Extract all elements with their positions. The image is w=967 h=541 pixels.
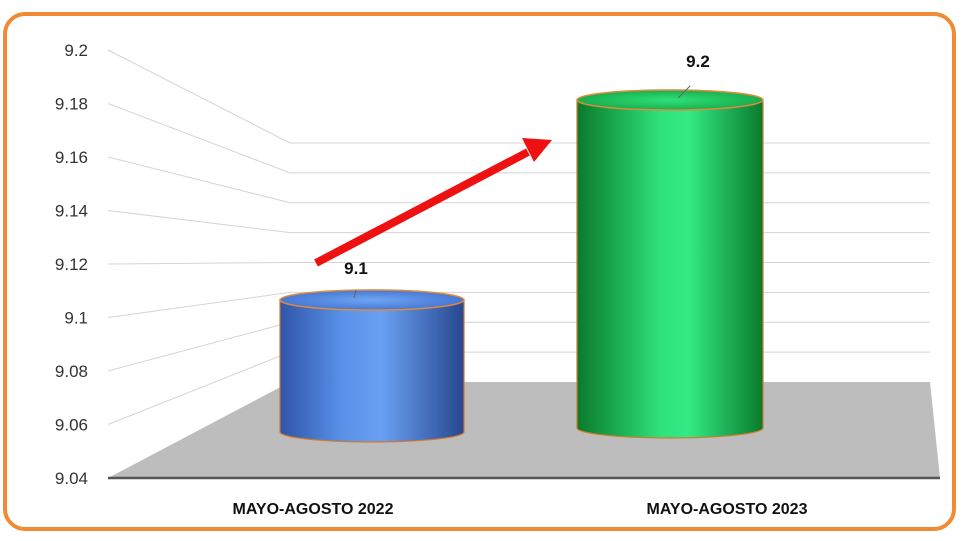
gridline [107, 49, 930, 144]
floor [108, 382, 940, 478]
bar-body [576, 99, 764, 439]
gridline [107, 156, 930, 204]
arrow-head [522, 138, 552, 162]
y-tick-label: 9.08 [55, 362, 88, 381]
gridlines [107, 49, 930, 425]
gridline [107, 321, 930, 372]
gridline [107, 210, 930, 234]
bar-2023 [576, 89, 764, 439]
y-axis: 9.04 9.06 9.08 9.1 9.12 9.14 9.16 9.18 9.2 [55, 41, 88, 488]
x-tick-label: MAYO-AGOSTO 2023 [647, 501, 808, 518]
header-strip [0, 0, 967, 12]
bar-body [279, 299, 465, 443]
bars [279, 89, 764, 443]
arrow-shaft [314, 148, 530, 267]
leader-line [353, 289, 357, 299]
x-axis: MAYO-AGOSTO 2022 MAYO-AGOSTO 2023 [233, 501, 808, 518]
y-tick-label: 9.06 [55, 416, 88, 435]
bar-2022 [279, 289, 465, 443]
trend-arrow [314, 138, 552, 267]
leader-line [677, 85, 691, 99]
y-tick-label: 9.18 [55, 95, 88, 114]
gridline [107, 262, 930, 265]
bar-top [576, 89, 764, 111]
y-tick-label: 9.12 [55, 255, 88, 274]
y-tick-label: 9.2 [64, 41, 88, 60]
data-label: 9.2 [686, 52, 710, 71]
data-label: 9.1 [344, 259, 368, 278]
bar-top [279, 289, 465, 311]
y-tick-label: 9.16 [55, 148, 88, 167]
y-tick-label: 9.1 [64, 309, 88, 328]
y-tick-label: 9.14 [55, 202, 88, 221]
x-tick-label: MAYO-AGOSTO 2022 [233, 501, 394, 518]
gridline [107, 291, 930, 318]
data-labels: 9.1 9.2 [344, 52, 710, 299]
y-tick-label: 9.04 [55, 469, 88, 488]
gridline [107, 103, 930, 174]
